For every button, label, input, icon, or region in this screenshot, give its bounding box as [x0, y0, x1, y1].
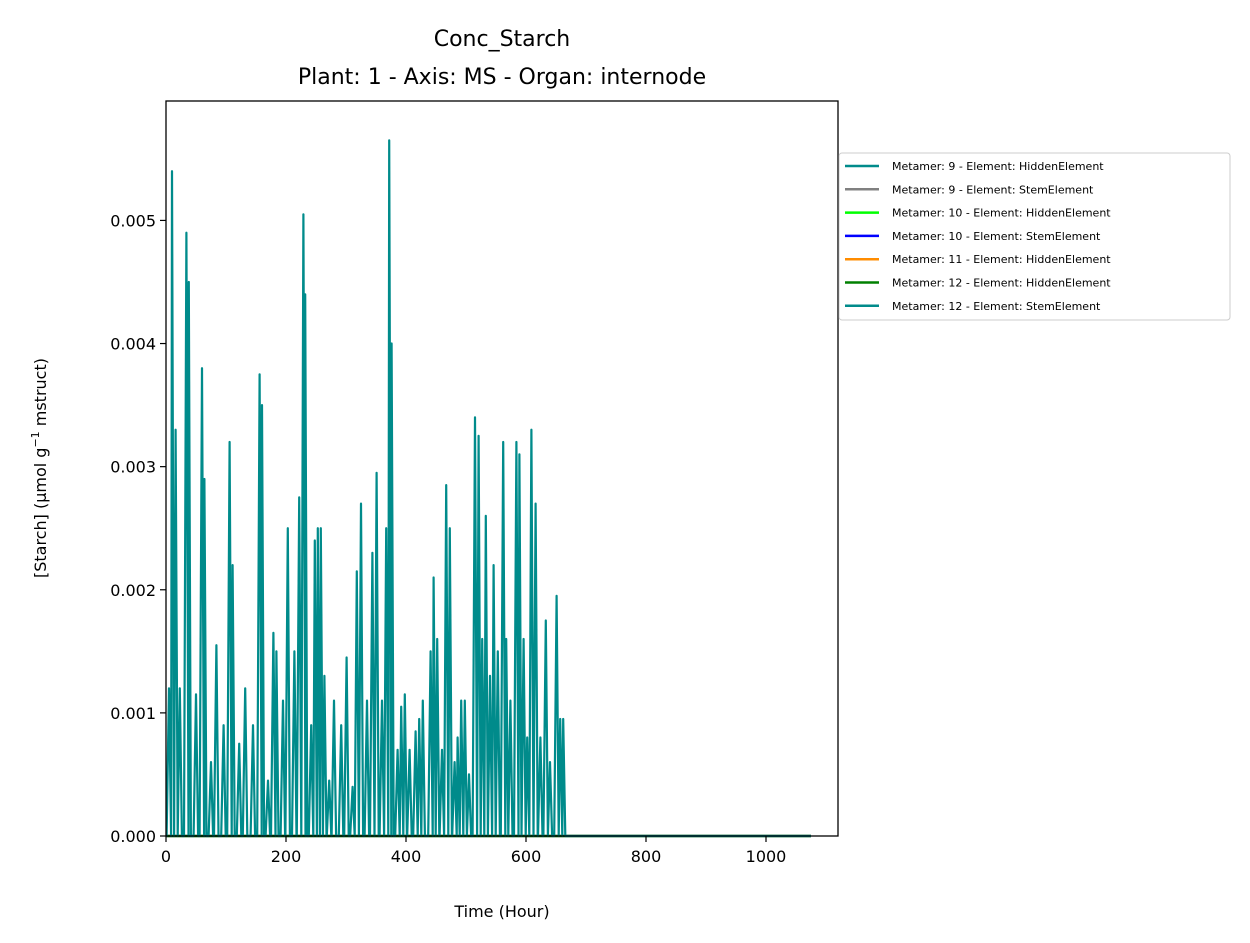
legend-entry: Metamer: 9 - Element: HiddenElement — [892, 160, 1104, 173]
chart-subtitle: Plant: 1 - Axis: MS - Organ: internode — [298, 65, 706, 90]
y-axis-label: [Starch] (µmol g−1 mstruct) — [29, 358, 50, 578]
chart-title: Conc_Starch — [434, 27, 571, 52]
y-tick-label: 0.002 — [110, 581, 156, 600]
legend-entry: Metamer: 12 - Element: StemElement — [892, 300, 1101, 313]
legend: Metamer: 9 - Element: HiddenElement Metam… — [838, 152, 1231, 321]
series-line-7 — [165, 139, 811, 838]
y-tick-label: 0.000 — [110, 827, 156, 846]
y-axis-label-main: [Starch] (µmol g — [31, 448, 50, 578]
y-tick-label: 0.003 — [110, 458, 156, 477]
plot-frame — [165, 100, 839, 837]
y-axis-label-tail: mstruct) — [31, 358, 50, 431]
x-tick-label: 400 — [391, 847, 422, 866]
legend-frame — [838, 152, 1231, 321]
y-tick-label: 0.001 — [110, 704, 156, 723]
y-tick-label: 0.005 — [110, 211, 156, 230]
legend-entry: Metamer: 10 - Element: HiddenElement — [892, 207, 1111, 220]
y-axis-label-exp: −1 — [29, 431, 42, 447]
legend-entry: Metamer: 11 - Element: HiddenElement — [892, 253, 1111, 266]
axis-ticks: 0 200 400 600 800 1000 0.000 0.001 0.002 0.003 0.0… — [110, 211, 786, 866]
legend-entry: Metamer: 10 - Element: StemElement — [892, 230, 1101, 243]
x-tick-label: 600 — [511, 847, 542, 866]
x-axis-label: Time (Hour) — [453, 902, 549, 921]
x-tick-label: 200 — [271, 847, 302, 866]
x-tick-label: 1000 — [746, 847, 787, 866]
legend-entry: Metamer: 9 - Element: StemElement — [892, 183, 1094, 196]
plot-series — [165, 139, 811, 838]
x-tick-label: 0 — [161, 847, 171, 866]
y-tick-label: 0.004 — [110, 335, 156, 354]
legend-entry: Metamer: 12 - Element: HiddenElement — [892, 277, 1111, 290]
x-tick-label: 800 — [631, 847, 662, 866]
